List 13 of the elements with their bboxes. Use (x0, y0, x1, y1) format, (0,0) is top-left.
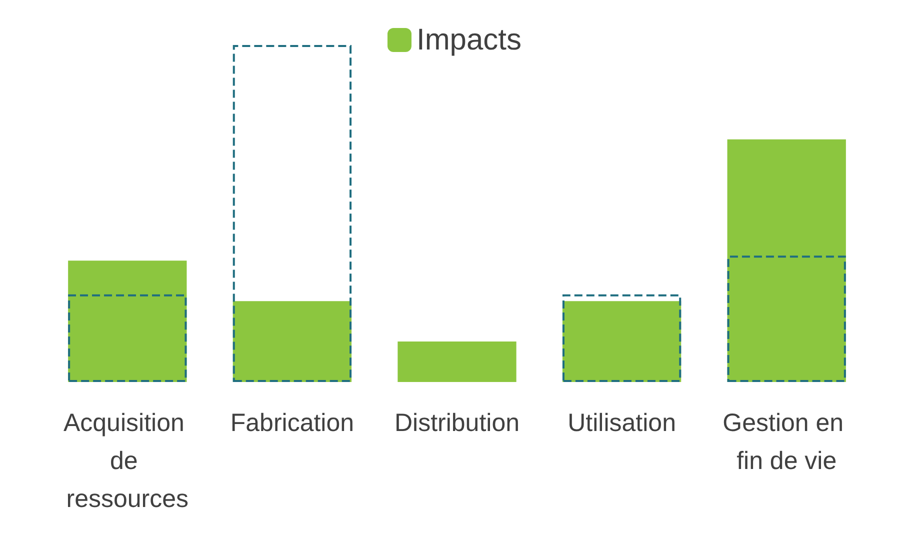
bar (68, 260, 187, 382)
bar (398, 342, 516, 382)
x-tick-label: Gestion en fin de vie (722, 409, 851, 475)
x-tick-label: Utilisation (568, 409, 676, 437)
x-tick-label: Acquisition de ressources (63, 409, 192, 513)
bar (68, 294, 187, 382)
bar (232, 45, 352, 382)
bar (232, 301, 352, 382)
x-tick-label: Distribution (394, 409, 520, 437)
bar (727, 139, 846, 382)
x-tick-label: Fabrication (230, 409, 354, 437)
legend-label: Impacts (416, 24, 522, 56)
bar (727, 256, 846, 382)
